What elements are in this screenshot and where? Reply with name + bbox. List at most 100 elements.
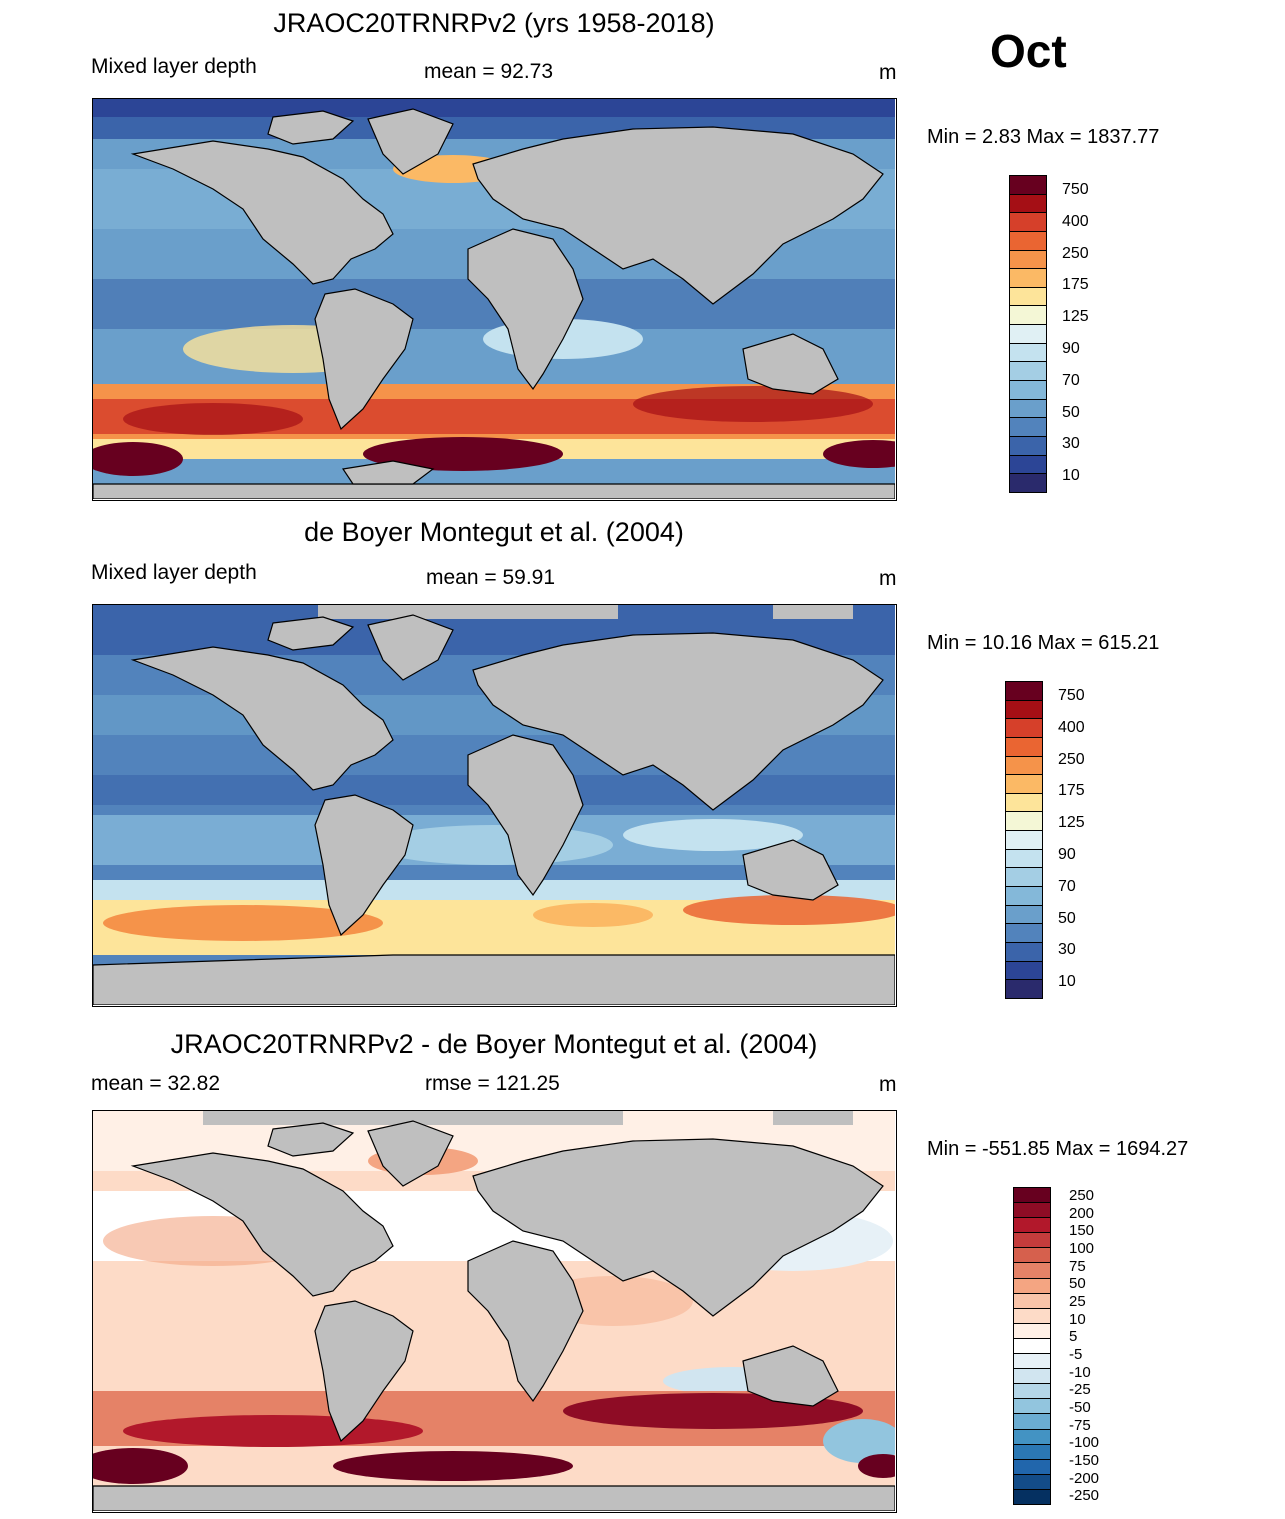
colorbar-swatch <box>1006 812 1042 832</box>
mld-obs-field <box>93 605 895 1005</box>
colorbar-swatch <box>1010 194 1046 214</box>
colorbar-swatch <box>1010 418 1046 437</box>
colorbar-tick-label: 70 <box>1058 877 1076 895</box>
colorbar-swatch <box>1006 775 1042 794</box>
colorbar-tick-label: 400 <box>1058 718 1085 736</box>
colorbar-swatch <box>1006 682 1042 701</box>
colorbar-swatch <box>1010 325 1046 344</box>
colorbar-tick-label: 250 <box>1069 1186 1095 1204</box>
colorbar-tick-label: 5 <box>1069 1328 1078 1346</box>
panel-1-mean: mean = 92.73 <box>424 60 554 83</box>
colorbar-tick-label: 175 <box>1058 782 1085 800</box>
panel-1-left-label: Mixed layer depth <box>91 55 257 78</box>
colorbar-swatch <box>1010 436 1046 456</box>
colorbar-tick-label: 50 <box>1069 1275 1086 1293</box>
colorbar-swatch <box>1014 1293 1050 1309</box>
colorbar-swatch <box>1014 1399 1050 1415</box>
panel-2-title: de Boyer Montegut et al. (2004) <box>304 517 684 547</box>
colorbar-tick-label: 10 <box>1058 973 1076 991</box>
colorbar-swatch <box>1014 1414 1050 1430</box>
colorbar-tick-label: 30 <box>1058 941 1076 959</box>
colorbar-swatch <box>1014 1429 1050 1445</box>
panel-2-minmax: Min = 10.16 Max = 615.21 <box>927 632 1160 654</box>
colorbar-swatch <box>1006 887 1042 906</box>
colorbar-swatch <box>1006 905 1042 925</box>
colorbar-swatch <box>1014 1188 1050 1204</box>
colorbar-swatch <box>1006 700 1042 720</box>
colorbar-swatch <box>1014 1218 1050 1234</box>
colorbar-swatch <box>1014 1263 1050 1279</box>
colorbar-swatch <box>1006 924 1042 943</box>
panel-1-colorbar-labels: 750 400 250 175 125 90 70 50 30 10 <box>1062 175 1122 493</box>
colorbar-swatch <box>1010 362 1046 382</box>
colorbar-swatch <box>1014 1248 1050 1264</box>
panel-3-minmax: Min = -551.85 Max = 1694.27 <box>927 1138 1189 1160</box>
panel-3-map <box>92 1110 897 1513</box>
land-masses <box>93 108 895 499</box>
colorbar-swatch <box>1014 1203 1050 1219</box>
colorbar-swatch <box>1010 306 1046 326</box>
land-masses <box>93 605 895 1005</box>
colorbar-swatch <box>1006 737 1042 757</box>
colorbar-swatch <box>1006 719 1042 738</box>
colorbar-swatch <box>1010 287 1046 307</box>
colorbar-tick-label: 400 <box>1062 212 1089 230</box>
panel-2-colorbar <box>1005 681 1043 999</box>
colorbar-swatch <box>1010 269 1046 288</box>
colorbar-swatch <box>1014 1308 1050 1324</box>
colorbar-swatch <box>1006 831 1042 850</box>
colorbar-swatch <box>1010 381 1046 400</box>
colorbar-tick-label: -250 <box>1069 1487 1100 1505</box>
panel-2-map <box>92 604 897 1007</box>
panel-1-colorbar <box>1009 175 1047 493</box>
colorbar-tick-label: 250 <box>1062 244 1089 262</box>
colorbar-swatch <box>1014 1233 1050 1249</box>
panel-3-colorbar-labels: 250 200 150 100 75 50 25 10 5 -5 -10 -25 -50 -75 -100-… <box>1069 1187 1129 1505</box>
colorbar-swatch <box>1014 1459 1050 1475</box>
colorbar-swatch <box>1010 250 1046 270</box>
panel-1-units: m <box>879 61 897 84</box>
colorbar-tick-label: 10 <box>1062 467 1080 485</box>
panel-2-left-label: Mixed layer depth <box>91 561 257 584</box>
panel-2-units: m <box>879 567 897 590</box>
colorbar-tick-label: 10 <box>1069 1310 1086 1328</box>
colorbar-tick-label: -25 <box>1069 1381 1091 1399</box>
colorbar-swatch <box>1010 343 1046 363</box>
colorbar-tick-label: 75 <box>1069 1257 1086 1275</box>
colorbar-tick-label: 50 <box>1058 909 1076 927</box>
month-label: Oct <box>990 25 1067 77</box>
colorbar-tick-label: -50 <box>1069 1398 1091 1416</box>
colorbar-tick-label: 90 <box>1062 339 1080 357</box>
panel-2-colorbar-labels: 750 400 250 175 125 90 70 50 30 10 <box>1058 681 1118 999</box>
colorbar-swatch <box>1006 980 1042 998</box>
colorbar-tick-label: -100 <box>1069 1434 1100 1452</box>
colorbar-tick-label: 50 <box>1062 403 1080 421</box>
colorbar-swatch <box>1006 961 1042 981</box>
panel-3-title: JRAOC20TRNRPv2 - de Boyer Montegut et al… <box>170 1029 818 1059</box>
colorbar-swatch <box>1010 455 1046 475</box>
colorbar-swatch <box>1014 1354 1050 1370</box>
colorbar-swatch <box>1006 756 1042 776</box>
colorbar-tick-label: 200 <box>1069 1204 1095 1222</box>
colorbar-swatch <box>1014 1323 1050 1339</box>
colorbar-swatch <box>1006 868 1042 888</box>
colorbar-swatch <box>1006 849 1042 869</box>
colorbar-tick-label: -10 <box>1069 1363 1091 1381</box>
panel-1-map <box>92 98 897 501</box>
colorbar-swatch <box>1006 942 1042 962</box>
colorbar-swatch <box>1014 1278 1050 1294</box>
colorbar-tick-label: 30 <box>1062 435 1080 453</box>
mld-model-field <box>93 99 895 499</box>
panel-3-rmse: rmse = 121.25 <box>425 1072 560 1095</box>
mld-difference-field <box>93 1111 895 1511</box>
colorbar-swatch <box>1010 231 1046 251</box>
colorbar-tick-label: 100 <box>1069 1239 1095 1257</box>
colorbar-swatch <box>1010 213 1046 232</box>
colorbar-tick-label: 750 <box>1062 180 1089 198</box>
land-masses <box>93 1111 895 1511</box>
panel-3-colorbar <box>1013 1187 1051 1505</box>
colorbar-swatch <box>1014 1338 1050 1355</box>
colorbar-tick-label: -150 <box>1069 1451 1100 1469</box>
panel-1-title: JRAOC20TRNRPv2 (yrs 1958-2018) <box>273 8 715 38</box>
colorbar-swatch <box>1010 176 1046 195</box>
